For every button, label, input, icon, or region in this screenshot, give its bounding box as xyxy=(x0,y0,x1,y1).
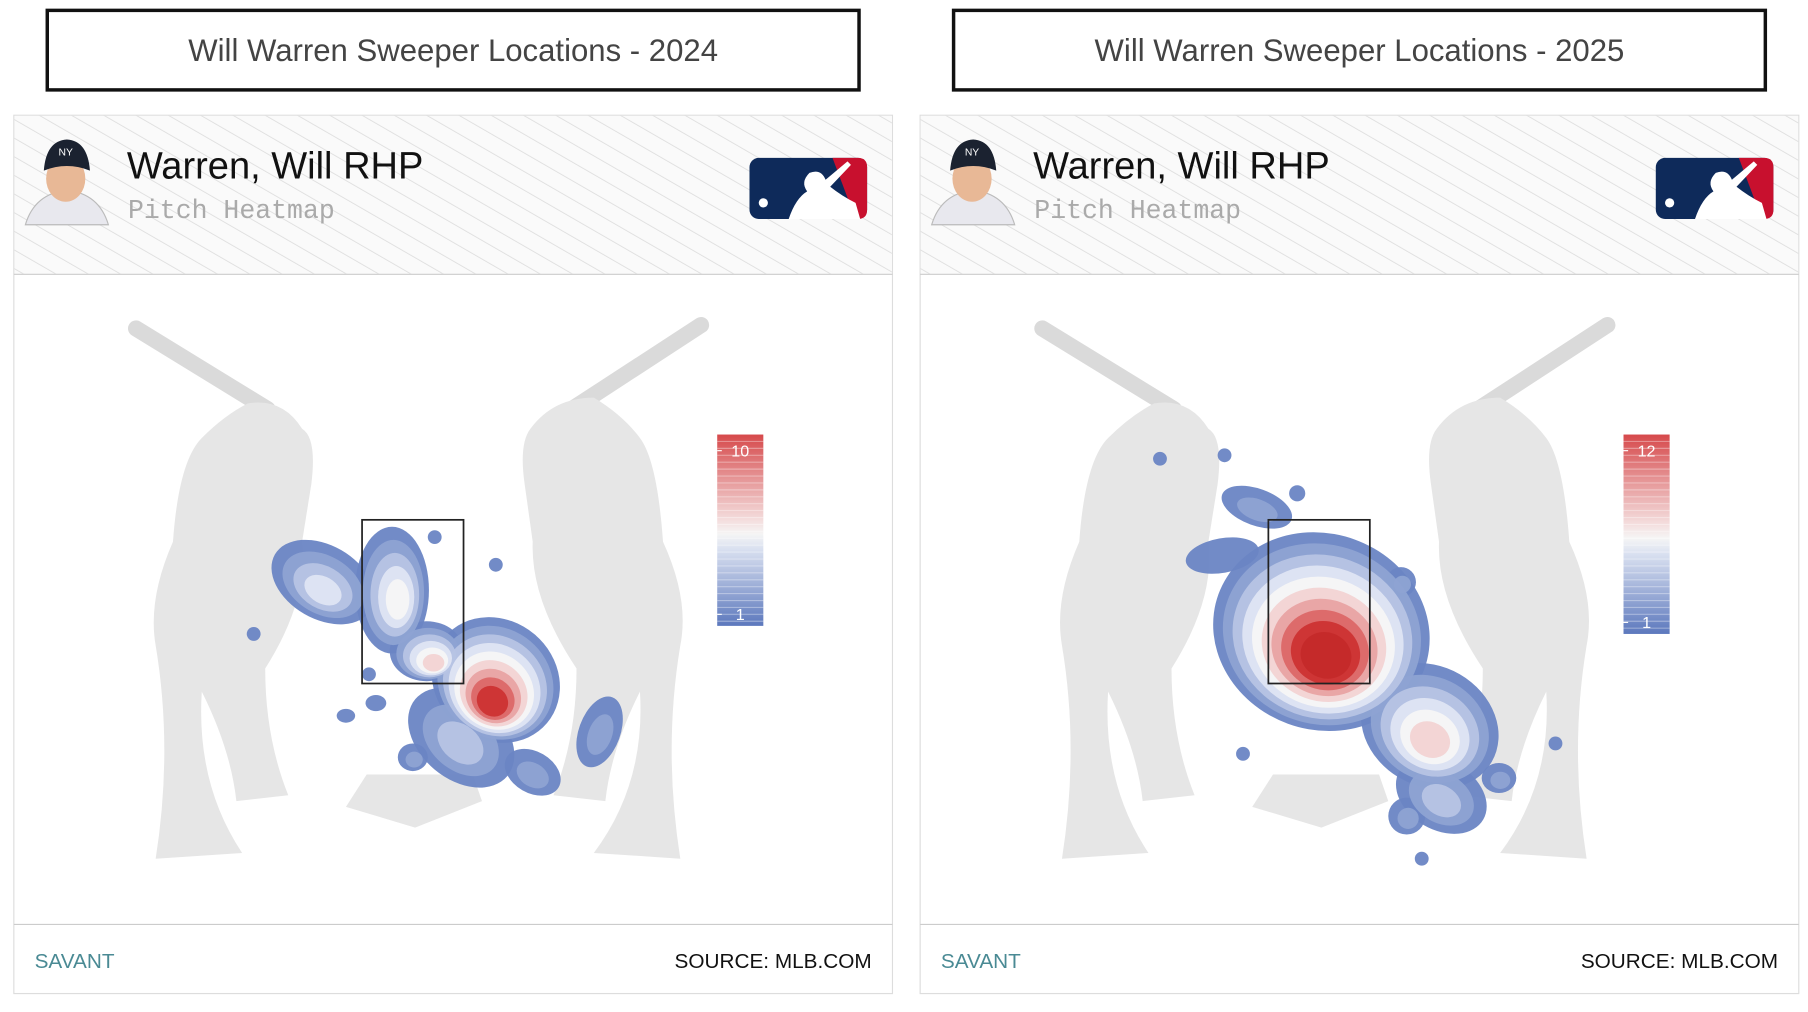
contour xyxy=(336,708,356,723)
bat-left xyxy=(127,320,276,418)
headshot-face xyxy=(46,155,86,202)
home-plate xyxy=(345,774,482,828)
contour xyxy=(1397,807,1419,829)
logo-ball xyxy=(758,198,768,208)
home-plate xyxy=(1252,774,1389,828)
player-name: Warren, Will RHP xyxy=(1033,146,1330,188)
contour xyxy=(476,685,509,717)
headshot-cap xyxy=(950,139,997,171)
contour xyxy=(1490,771,1511,789)
heatmap-contours xyxy=(1153,448,1563,866)
batter-left xyxy=(1060,402,1220,859)
contour xyxy=(1217,448,1232,463)
source: SOURCE: MLB.COM xyxy=(1581,950,1778,973)
headshot-cap xyxy=(43,139,90,171)
contour xyxy=(437,721,484,765)
cap-logo: NY xyxy=(965,148,979,159)
contour xyxy=(1393,575,1411,593)
contour xyxy=(1289,485,1306,502)
contour xyxy=(516,761,549,789)
colorbar xyxy=(717,434,764,626)
title-box xyxy=(45,8,861,92)
contour xyxy=(1414,851,1429,866)
batter-left xyxy=(153,402,313,859)
card-header xyxy=(920,115,1799,274)
contour xyxy=(365,695,387,712)
contour xyxy=(1236,746,1250,761)
strike-zone xyxy=(1267,518,1371,685)
contour xyxy=(427,530,442,545)
headshot-face xyxy=(952,155,992,202)
heatmap-panel: Will Warren Sweeper Locations - 2025 NY Wa… xyxy=(919,8,1800,995)
colorbar-label: 10 xyxy=(731,442,749,460)
bat-right xyxy=(563,316,710,418)
contour xyxy=(1300,632,1352,679)
title: Will Warren Sweeper Locations - 2024 xyxy=(188,33,718,68)
contour xyxy=(385,579,410,620)
logo-ball xyxy=(1665,198,1675,208)
bat-left xyxy=(1034,320,1182,418)
source: SOURCE: MLB.COM xyxy=(675,950,872,973)
logo-batter xyxy=(1695,161,1767,219)
contour xyxy=(586,714,614,755)
heatmap-contours xyxy=(246,526,623,796)
colorbar xyxy=(1623,434,1670,634)
card-header xyxy=(14,115,892,274)
subtitle: Pitch Heatmap xyxy=(1034,196,1241,226)
heatmap-panel: Will Warren Sweeper Locations - 2024 NY Wa… xyxy=(13,8,894,995)
contour xyxy=(362,667,376,682)
contour xyxy=(1421,783,1462,818)
contour xyxy=(1185,537,1259,574)
subtitle: Pitch Heatmap xyxy=(128,196,335,226)
contour xyxy=(488,557,503,572)
brand: SAVANT xyxy=(35,950,115,973)
contour xyxy=(246,627,261,641)
colorbar-label: 1 xyxy=(736,606,745,624)
bat-right xyxy=(1470,316,1616,418)
brand: SAVANT xyxy=(941,950,1021,973)
contour xyxy=(1548,736,1563,751)
contour xyxy=(1409,721,1451,758)
contour xyxy=(1237,497,1278,523)
contour xyxy=(304,574,342,606)
batter-right xyxy=(522,397,683,859)
colorbar-label: 1 xyxy=(1642,614,1651,632)
contour xyxy=(405,751,423,768)
cap-logo: NY xyxy=(59,148,73,159)
colorbar-label: 12 xyxy=(1638,442,1656,460)
contour xyxy=(422,654,445,672)
strike-zone xyxy=(361,518,465,685)
contour xyxy=(1153,451,1167,466)
logo-batter xyxy=(788,161,861,219)
player-name: Warren, Will RHP xyxy=(127,146,424,188)
title: Will Warren Sweeper Locations - 2025 xyxy=(1095,33,1625,68)
title-box xyxy=(951,8,1768,92)
